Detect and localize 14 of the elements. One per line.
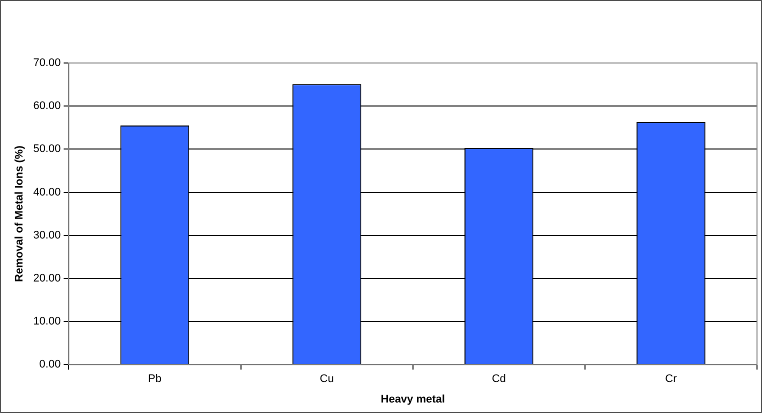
x-tick-label: Cr (665, 373, 678, 386)
y-tick-label: 60.00 (33, 100, 61, 112)
x-tick-label: Cu (320, 373, 334, 386)
y-tick-label: 40.00 (33, 186, 61, 198)
x-tick-label: Cd (492, 373, 506, 386)
y-tick-label: 70.00 (33, 57, 61, 70)
y-tick-label: 50.00 (33, 143, 61, 156)
y-axis-title: Removal of Metal Ions (%) (14, 145, 26, 282)
x-axis-title: Heavy metal (380, 393, 445, 406)
y-tick-label: 10.00 (33, 316, 61, 328)
x-tick-label: Pb (148, 373, 162, 386)
y-tick-label: 0.00 (39, 358, 61, 371)
y-tick-label: 30.00 (33, 229, 61, 242)
y-tick-label: 20.00 (33, 272, 61, 284)
